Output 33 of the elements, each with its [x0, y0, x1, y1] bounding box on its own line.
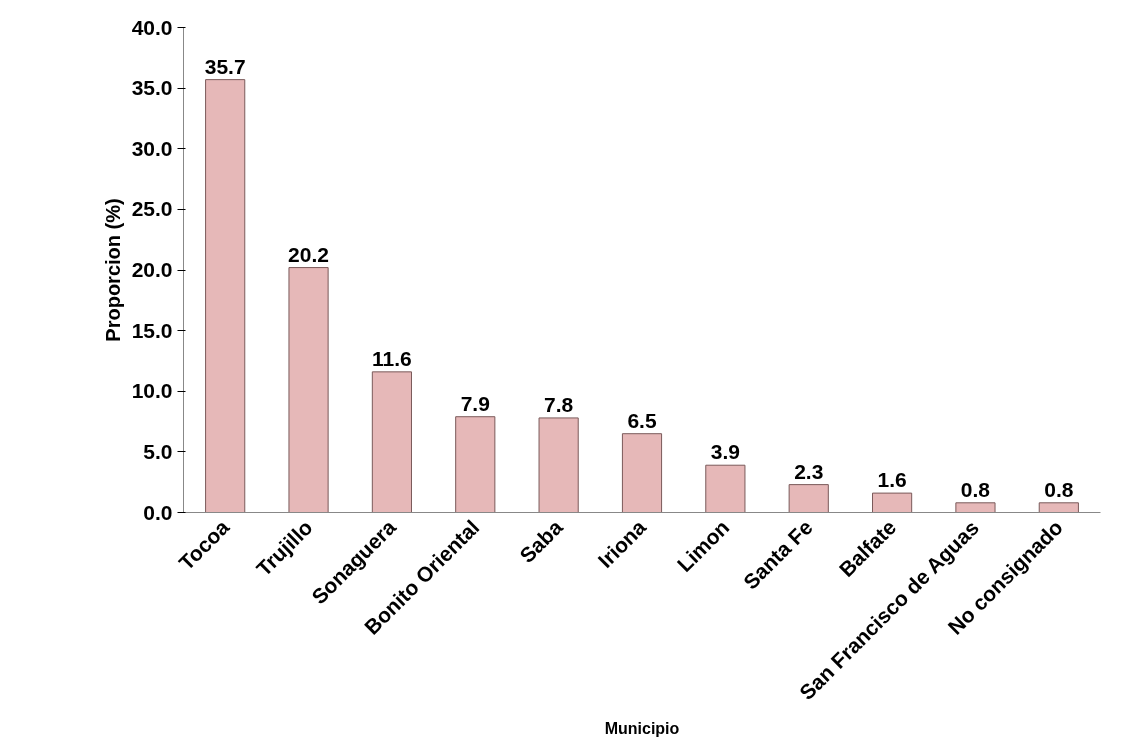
data-label: 35.7	[204, 54, 246, 78]
y-tick-label: 10.0	[131, 379, 173, 403]
bar	[371, 371, 412, 513]
data-label: 2.3	[794, 459, 824, 483]
data-label: 3.9	[710, 440, 740, 464]
y-tick-label: 0.0	[143, 500, 173, 524]
y-axis-title: Proporcion (%)	[101, 198, 124, 342]
bar	[455, 416, 496, 513]
y-tick-label: 25.0	[131, 197, 173, 221]
bar	[538, 417, 579, 513]
data-label: 11.6	[372, 346, 412, 370]
data-label: 6.5	[627, 408, 657, 432]
y-tick-label: 15.0	[131, 318, 173, 342]
x-axis-title: Municipio	[604, 720, 680, 738]
data-label: 7.8	[544, 392, 574, 416]
bar	[288, 267, 329, 513]
data-label: 20.2	[288, 242, 329, 266]
data-label: 0.8	[960, 477, 991, 501]
y-tick-label: 35.0	[131, 76, 173, 100]
bar	[788, 484, 829, 513]
data-label: 1.6	[877, 468, 907, 492]
bar	[955, 502, 996, 513]
bar	[872, 492, 913, 513]
bar	[205, 79, 246, 513]
bar	[1038, 502, 1079, 513]
bar	[621, 433, 663, 513]
y-tick-label: 40.0	[131, 15, 173, 39]
bar	[705, 464, 746, 513]
data-label: 0.8	[1044, 477, 1074, 501]
y-tick-label: 20.0	[131, 258, 173, 281]
y-tick-label: 30.0	[131, 136, 173, 160]
data-label: 7.9	[460, 391, 490, 415]
y-tick-label: 5.0	[143, 439, 173, 463]
